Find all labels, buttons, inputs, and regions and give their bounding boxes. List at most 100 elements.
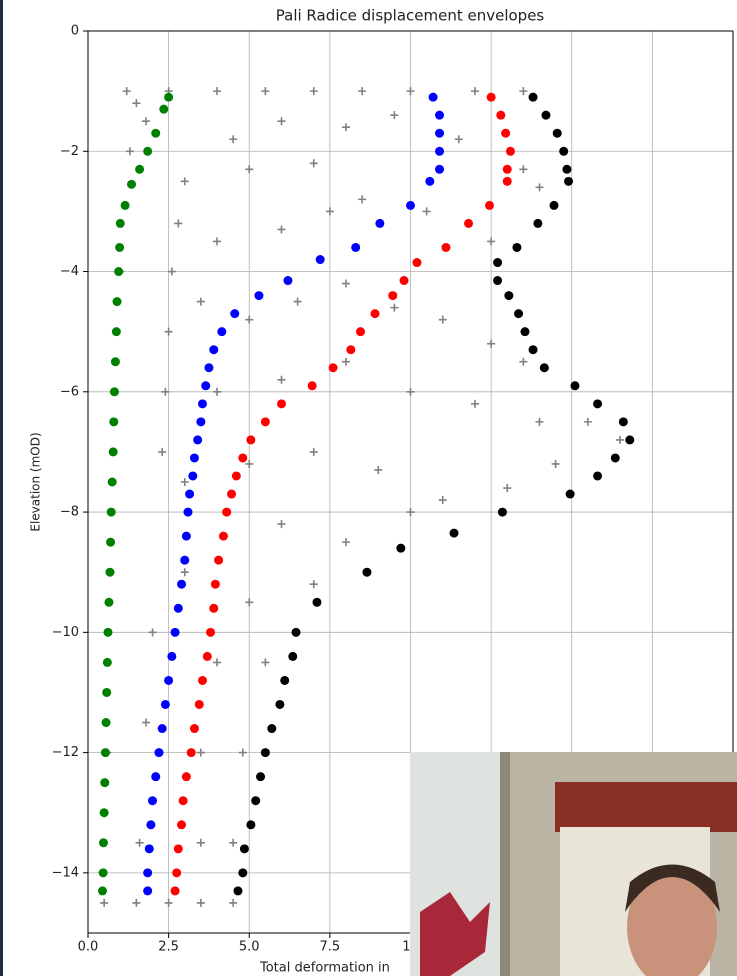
dot-point [146, 820, 155, 829]
chart-title: Pali Radice displacement envelopes [276, 7, 545, 25]
dot-point [179, 796, 188, 805]
dot-point [493, 258, 502, 267]
dot-point [143, 886, 152, 895]
dot-point [593, 399, 602, 408]
dot-point [412, 258, 421, 267]
dot-point [195, 700, 204, 709]
dot-point [196, 417, 205, 426]
dot-point [219, 532, 228, 541]
dot-point [107, 508, 116, 517]
dot-point [227, 490, 236, 499]
dot-point [105, 568, 114, 577]
dot-point [214, 556, 223, 565]
dot-point [114, 267, 123, 276]
dot-point [104, 598, 113, 607]
dot-point [174, 844, 183, 853]
x-tick-label: 2.5 [158, 940, 179, 955]
dot-point [171, 886, 180, 895]
dot-point [112, 327, 121, 336]
dot-point [246, 820, 255, 829]
dot-point [177, 580, 186, 589]
dot-point [356, 327, 365, 336]
dot-point [503, 165, 512, 174]
dot-point [254, 291, 263, 300]
dot-point [400, 276, 409, 285]
dot-point [187, 748, 196, 757]
dot-point [102, 688, 111, 697]
dot-point [106, 538, 115, 547]
dot-point [230, 309, 239, 318]
dot-point [435, 111, 444, 120]
dot-point [127, 180, 136, 189]
dot-point [283, 276, 292, 285]
y-tick-label: −10 [52, 625, 79, 640]
dot-point [158, 724, 167, 733]
dot-point [514, 309, 523, 318]
dot-point [425, 177, 434, 186]
window-edge [0, 0, 3, 976]
y-axis-label: Elevation (mOD) [29, 432, 43, 531]
dot-point [346, 345, 355, 354]
dot-point [198, 676, 207, 685]
dot-point [204, 363, 213, 372]
webcam-red-wall [555, 782, 737, 832]
dot-point [501, 129, 510, 138]
dot-point [246, 435, 255, 444]
webcam-frame [500, 752, 510, 976]
dot-point [209, 604, 218, 613]
dot-point [172, 868, 181, 877]
x-tick-label: 7.5 [320, 940, 341, 955]
y-tick-label: −6 [60, 384, 79, 399]
dot-point [351, 243, 360, 252]
dot-point [441, 243, 450, 252]
dot-point [450, 529, 459, 538]
dot-point [145, 844, 154, 853]
dot-point [375, 219, 384, 228]
dot-point [211, 580, 220, 589]
dot-point [217, 327, 226, 336]
dot-point [198, 399, 207, 408]
dot-point [108, 478, 117, 487]
dot-point [103, 658, 112, 667]
dot-point [562, 165, 571, 174]
x-tick-label: 0.0 [78, 940, 99, 955]
dot-point [201, 381, 210, 390]
dot-point [553, 129, 562, 138]
dot-point [183, 508, 192, 517]
dot-point [115, 243, 124, 252]
y-tick-label: −2 [60, 144, 79, 159]
dot-point [159, 105, 168, 114]
dot-point [238, 453, 247, 462]
y-tick-label: 0 [71, 24, 79, 39]
dot-point [625, 435, 634, 444]
dot-point [209, 345, 218, 354]
dot-point [240, 844, 249, 853]
dot-point [503, 177, 512, 186]
dot-point [109, 417, 118, 426]
dot-point [100, 808, 109, 817]
dot-point [190, 453, 199, 462]
dot-point [222, 508, 231, 517]
dot-point [487, 93, 496, 102]
dot-point [619, 417, 628, 426]
dot-point [280, 676, 289, 685]
dot-point [435, 129, 444, 138]
dot-point [103, 628, 112, 637]
y-tick-label: −8 [60, 505, 79, 520]
dot-point [512, 243, 521, 252]
dot-point [206, 628, 215, 637]
dot-point [99, 868, 108, 877]
dot-point [111, 357, 120, 366]
dot-point [406, 201, 415, 210]
dot-point [464, 219, 473, 228]
dot-point [203, 652, 212, 661]
dot-point [101, 748, 110, 757]
dot-point [182, 532, 191, 541]
dot-point [429, 93, 438, 102]
dot-point [496, 111, 505, 120]
dot-point [174, 604, 183, 613]
dot-point [371, 309, 380, 318]
dot-point [504, 291, 513, 300]
dot-point [570, 381, 579, 390]
dot-point [288, 652, 297, 661]
